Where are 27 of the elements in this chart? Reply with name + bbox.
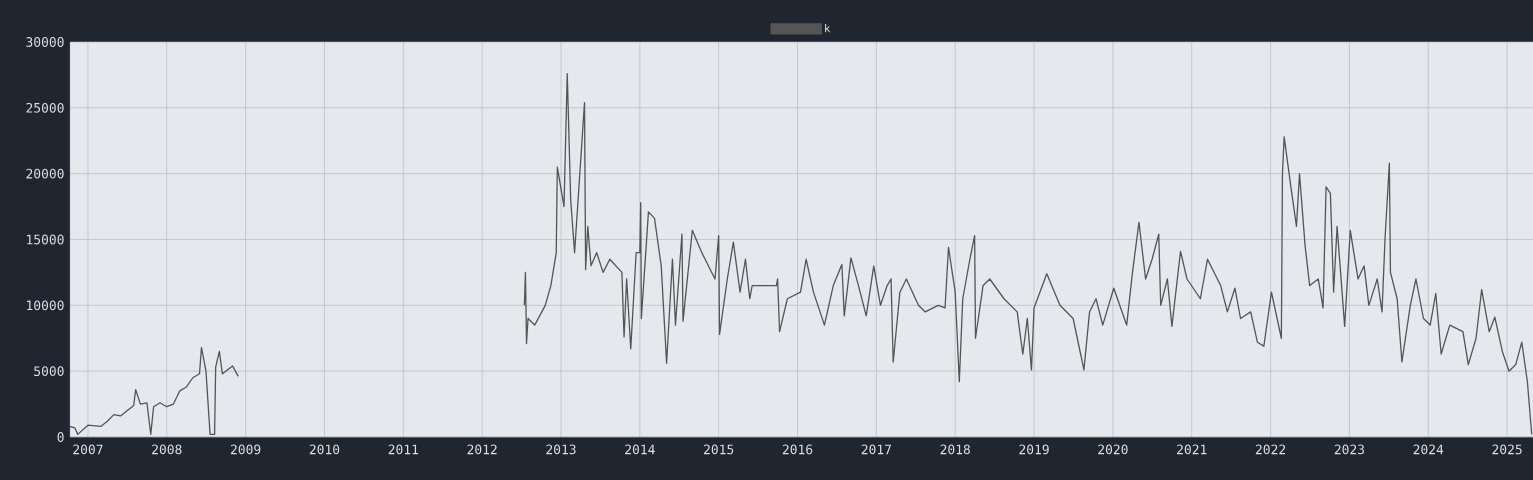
y-tick-label: 25000 [26, 102, 64, 113]
y-tick-label: 10000 [27, 300, 64, 311]
x-tick-label: 2017 [861, 444, 891, 455]
y-tick-label: 20000 [26, 168, 64, 179]
x-tick-label: 2015 [704, 444, 734, 455]
x-tick-label: 2007 [73, 444, 103, 455]
legend-label: k [825, 24, 831, 33]
x-tick-label: 2010 [309, 444, 340, 455]
y-tick-label: 0 [57, 432, 64, 442]
x-tick-label: 2021 [1177, 444, 1207, 455]
x-tick-label: 2013 [546, 444, 576, 455]
x-tick-label: 2020 [1098, 444, 1128, 455]
x-tick-label: 2019 [1019, 444, 1049, 455]
x-tick-label: 2011 [388, 444, 419, 455]
x-tick-label: 2016 [782, 444, 813, 455]
x-tick-label: 2014 [625, 444, 655, 455]
x-tick-label: 2024 [1413, 444, 1444, 455]
x-tick-label: 2012 [467, 444, 497, 455]
x-tick-label: 2008 [152, 444, 182, 455]
x-tick-label: 2023 [1334, 444, 1365, 455]
x-tick-label: 2009 [230, 444, 261, 455]
x-tick-label: 2025 [1492, 444, 1522, 455]
x-tick-label: 2018 [940, 444, 970, 455]
y-tick-label: 15000 [27, 234, 64, 245]
y-tick-label: 5000 [34, 366, 64, 377]
x-tick-label: 2022 [1255, 444, 1286, 455]
y-tick-label: 30000 [26, 37, 64, 47]
